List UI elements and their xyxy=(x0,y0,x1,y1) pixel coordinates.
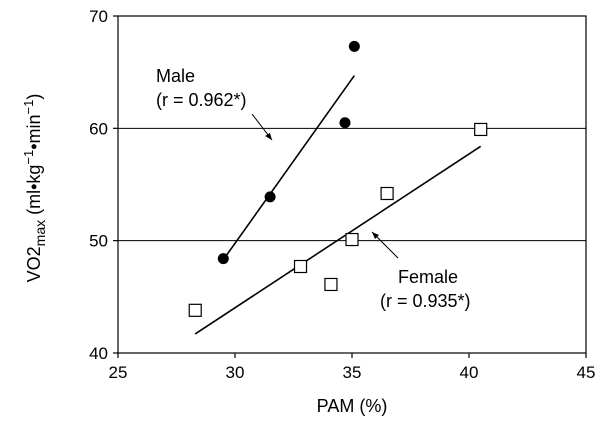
male-data-point xyxy=(264,191,276,203)
female-annotation-r: (r = 0.935*) xyxy=(380,291,471,311)
y-tick-label: 70 xyxy=(89,7,108,26)
fit-lines xyxy=(194,75,482,335)
female-data-point xyxy=(293,259,308,274)
x-tick-label: 45 xyxy=(577,363,596,382)
y-axis-title-sup1: −1 xyxy=(21,150,36,165)
x-axis-title: PAM (%) xyxy=(317,396,388,416)
male-data-point xyxy=(339,117,351,129)
male-fit-line xyxy=(222,75,355,261)
female-annotation-name: Female xyxy=(398,267,458,287)
x-tick-label: 40 xyxy=(460,363,479,382)
male-annotation-name: Male xyxy=(156,66,195,86)
x-tick-label: 25 xyxy=(109,363,128,382)
male-data-point xyxy=(348,40,360,52)
y-tick-label: 50 xyxy=(89,232,108,251)
x-tick-label: 35 xyxy=(343,363,362,382)
gridlines xyxy=(118,127,586,242)
y-tick-label: 40 xyxy=(89,344,108,363)
female-fit-line xyxy=(194,145,482,335)
annotation-arrows xyxy=(251,113,399,259)
x-tick-label: 30 xyxy=(226,363,245,382)
female-data-point xyxy=(324,277,338,292)
y-axis-title-units-mid: •min xyxy=(24,114,44,149)
data-points xyxy=(188,40,488,317)
y-axis-title: VO2max (ml•kg−1•min−1) xyxy=(21,94,48,283)
male-annotation-r: (r = 0.962*) xyxy=(156,90,247,110)
male-arrowhead xyxy=(265,133,272,140)
y-axis-title-units-prefix: (ml•kg xyxy=(24,165,44,220)
y-axis-title-units-suffix: ) xyxy=(24,94,44,100)
female-arrowhead xyxy=(372,232,379,239)
axis-ticks: 25 30 35 40 45 40 50 60 70 xyxy=(89,7,595,382)
y-tick-label: 60 xyxy=(89,119,108,138)
female-data-point xyxy=(380,186,394,201)
y-axis-title-sup2: −1 xyxy=(21,100,36,115)
y-axis-title-base: VO2 xyxy=(24,246,44,282)
female-data-point xyxy=(345,232,359,247)
y-axis-title-subscript: max xyxy=(32,220,48,246)
female-data-point xyxy=(188,303,202,317)
male-data-point xyxy=(217,253,229,265)
female-data-point xyxy=(474,122,488,137)
